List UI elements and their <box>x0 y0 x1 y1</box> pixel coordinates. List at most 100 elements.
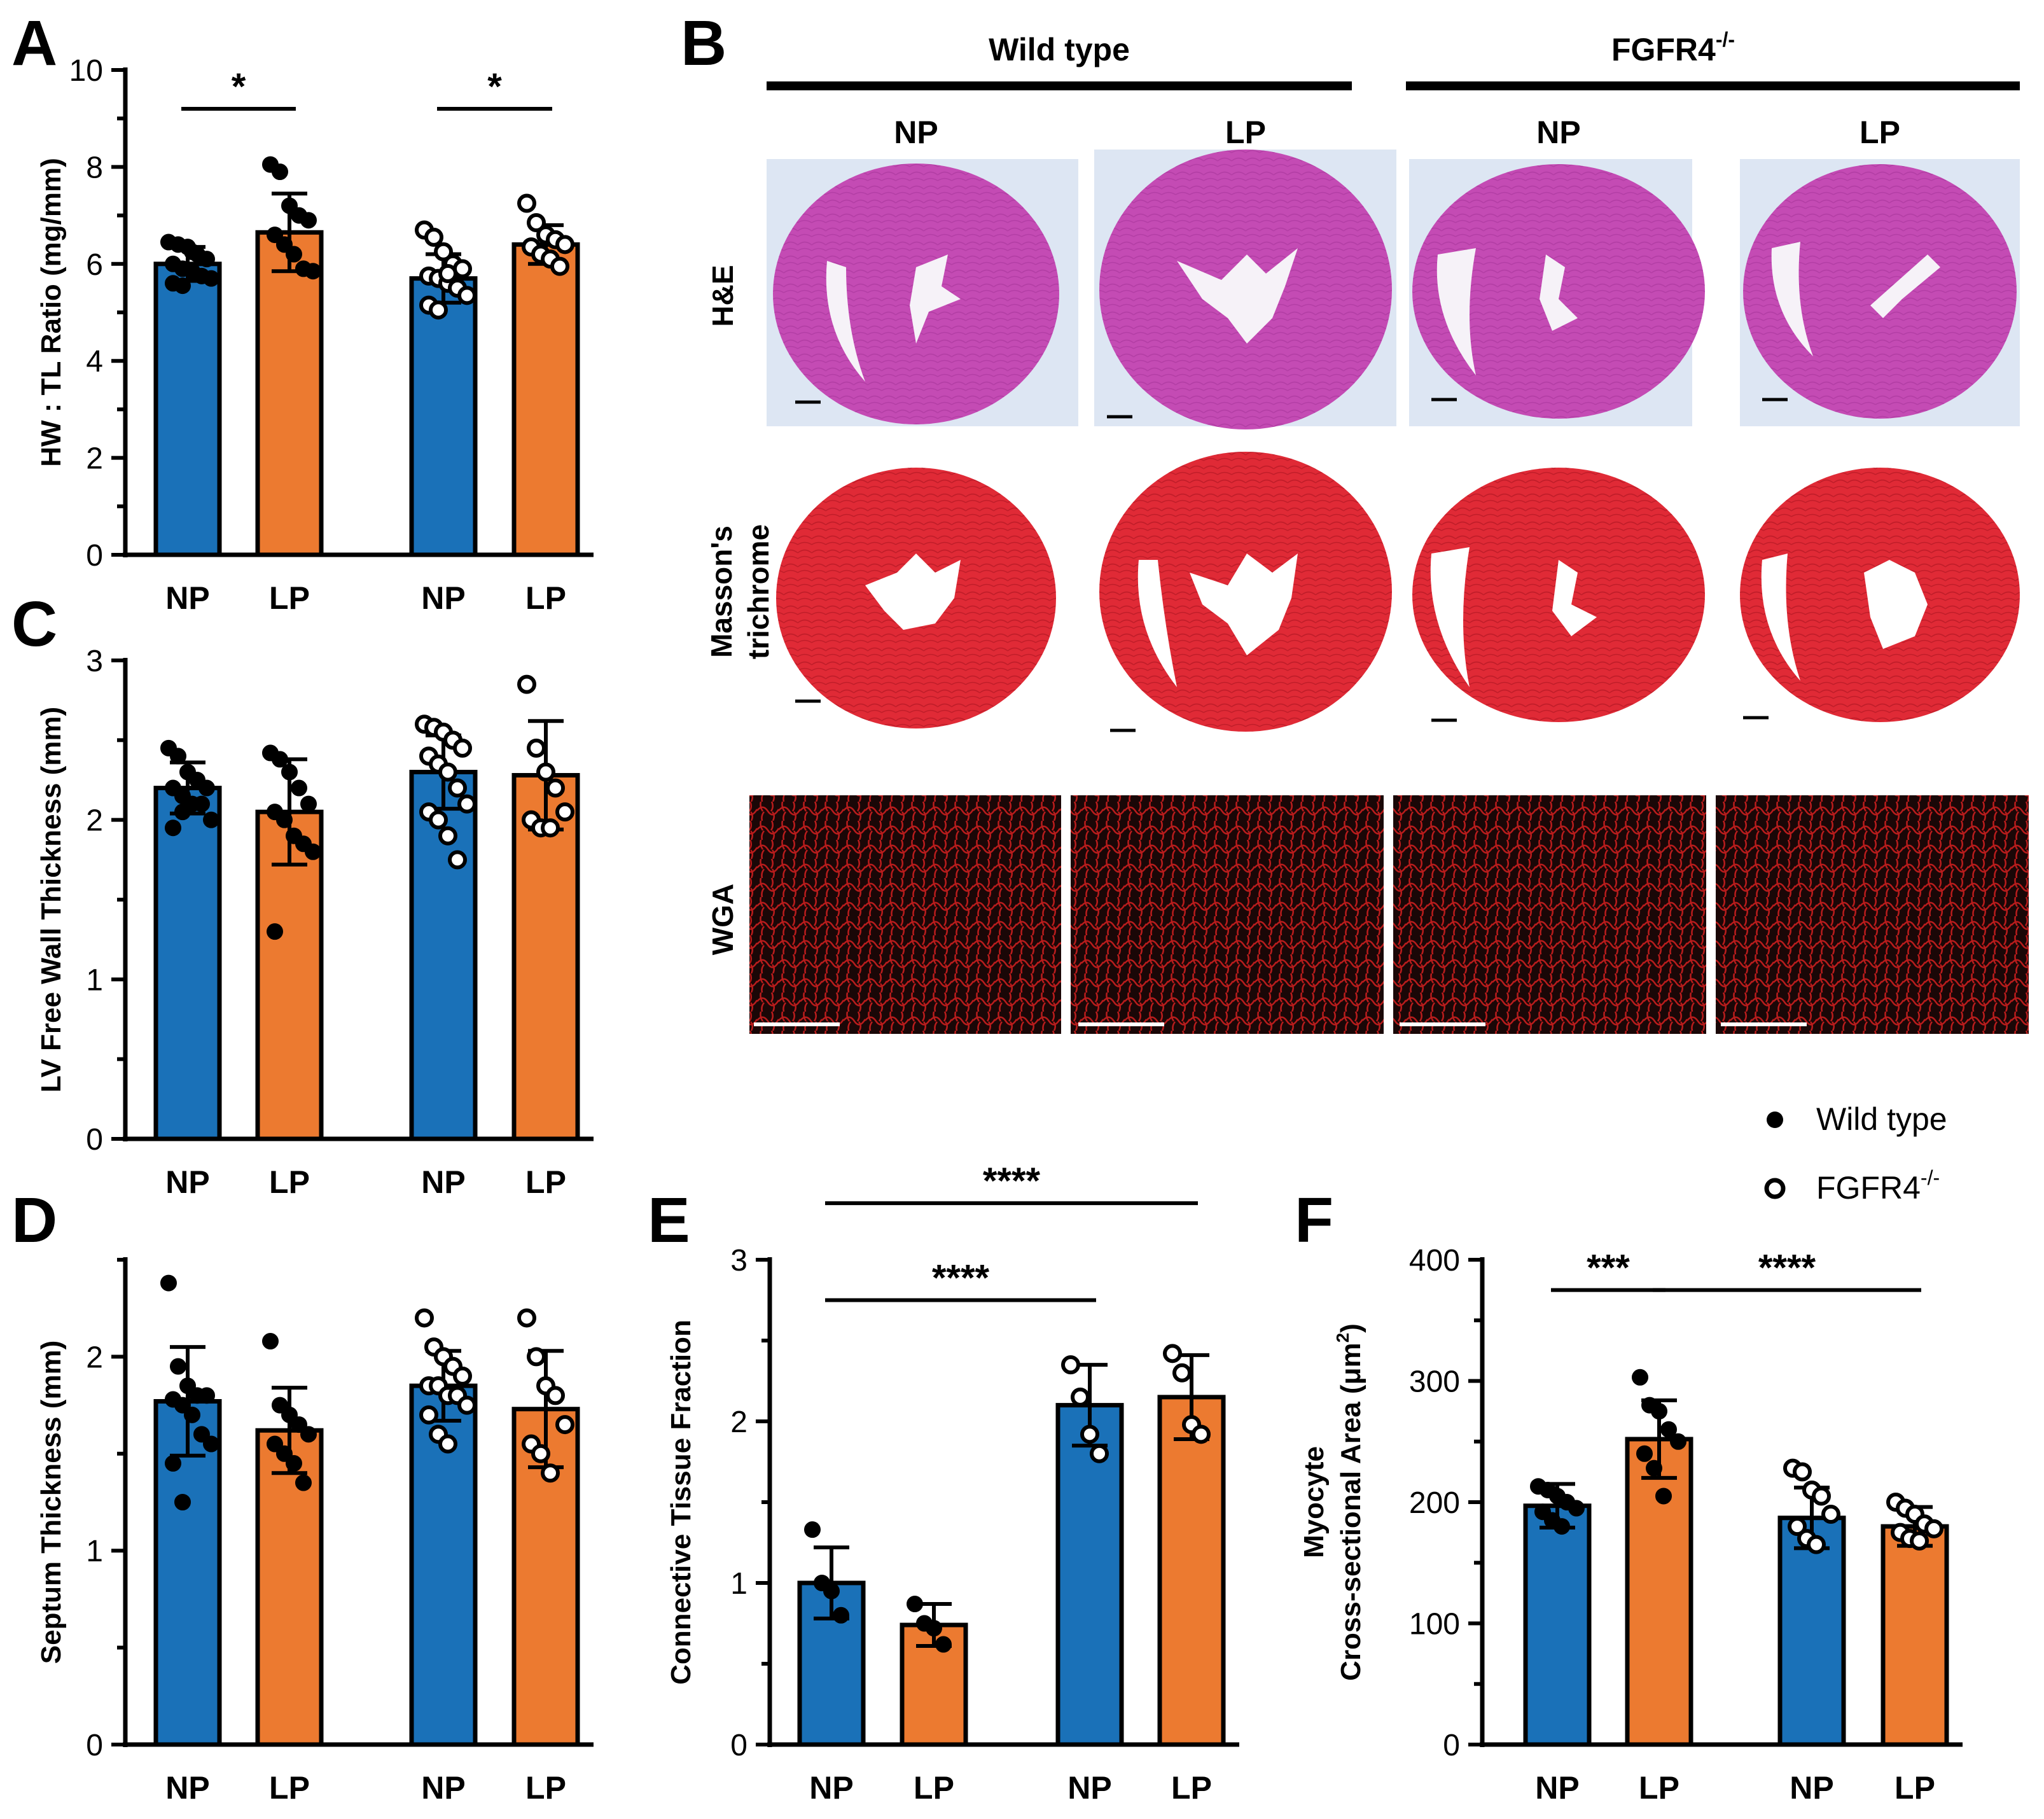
chart-d-data-point <box>203 1435 219 1453</box>
chart-f-y-tick-label: 100 <box>1409 1608 1460 1641</box>
chart-c-x-tick-label: NP <box>421 1164 465 1200</box>
chart-c-data-point <box>527 738 546 758</box>
chart-f-y-tick-label: 200 <box>1409 1486 1460 1520</box>
chart-d-x-tick-label: NP <box>421 1770 465 1806</box>
chart-c-data-point <box>429 810 448 830</box>
chart-e-x-tick-label: NP <box>809 1770 853 1806</box>
chart-c-data-point <box>276 811 293 828</box>
chart-f-y-tick-label: 400 <box>1409 1244 1460 1278</box>
chart-c-data-point <box>438 826 457 846</box>
chart-e-data-point <box>907 1596 923 1613</box>
column-label-ko-np: NP <box>1536 115 1580 150</box>
panel-b-histology: Wild type FGFR4-/- NP LP NP LP H&E Masso… <box>705 28 2029 1034</box>
chart-f-data-point <box>1910 1531 1929 1551</box>
chart-a-data-point <box>438 264 457 284</box>
chart-f-x-tick-label: LP <box>1639 1770 1679 1806</box>
chart-a-significance-label: * <box>232 66 246 108</box>
panel-letter-f: F <box>1295 1185 1333 1256</box>
chart-e-data-point <box>1172 1363 1192 1383</box>
legend-label-fgfr4: FGFR4-/- <box>1816 1166 1940 1206</box>
chart-d-data-point <box>165 1455 181 1472</box>
chart-d-y-tick-label: 0 <box>86 1729 103 1762</box>
chart-a-x-tick-label: NP <box>165 580 209 616</box>
chart-f-data-point <box>1670 1433 1686 1450</box>
group-label-wild-type: Wild type <box>989 32 1130 67</box>
chart-e-data-point <box>1163 1344 1182 1363</box>
chart-f-y-tick-label: 300 <box>1409 1365 1460 1399</box>
chart-d-x-tick-label: NP <box>165 1770 209 1806</box>
chart-d-x-tick-label: LP <box>525 1770 566 1806</box>
chart-e-data-point <box>823 1582 840 1599</box>
legend: Wild type FGFR4-/- <box>1764 1101 1947 1206</box>
chart-a-data-point <box>286 246 302 263</box>
chart-a-data-point <box>184 243 200 260</box>
chart-e-y-tick-label: 0 <box>730 1729 747 1762</box>
chart-f-x-tick-label: NP <box>1535 1770 1579 1806</box>
chart-f-data-point <box>1821 1505 1840 1524</box>
chart-d-data-point <box>295 1474 312 1491</box>
chart-f-y-axis-label-line2: Cross-sectional Area (μm2) <box>1333 1323 1366 1681</box>
chart-a-y-tick-label: 6 <box>86 248 103 282</box>
chart-a-data-point <box>424 227 443 247</box>
chart-e-y-tick-label: 2 <box>730 1405 747 1439</box>
chart-a-data-point <box>429 300 448 320</box>
chart-f-data-point <box>1924 1519 1943 1538</box>
chart-f-data-point <box>1660 1421 1677 1438</box>
chart-a-bar-lp-wt <box>255 230 324 557</box>
chart-e-significance-label: **** <box>932 1258 990 1299</box>
chart-a-data-point <box>527 213 546 233</box>
chart-e-bar-lp-ko <box>1157 1395 1226 1747</box>
chart-panel-d: 0 1 2 NP LP NP LP Septum Thickness (mm) <box>36 1257 594 1806</box>
chart-c-data-point <box>305 843 321 860</box>
legend-label-wild-type: Wild type <box>1816 1101 1947 1137</box>
chart-f-data-point <box>1655 1488 1672 1505</box>
chart-c-data-point <box>203 811 219 828</box>
chart-f-bar-np-wt <box>1523 1503 1592 1747</box>
chart-a-data-point <box>434 242 453 261</box>
chart-c-data-point <box>555 802 574 822</box>
panel-letter-c: C <box>11 589 57 660</box>
chart-c-data-point <box>300 795 317 812</box>
chart-a-bar-lp-ko <box>511 242 580 557</box>
chart-e-data-point <box>804 1521 821 1538</box>
chart-d-data-point <box>286 1455 302 1472</box>
chart-c-y-tick-label: 1 <box>86 963 103 997</box>
chart-f-data-point <box>1632 1369 1648 1386</box>
chart-d-data-point <box>555 1415 574 1435</box>
chart-e-data-point <box>1061 1355 1080 1375</box>
chart-e-data-point <box>1080 1425 1099 1444</box>
panel-letter-b: B <box>681 8 727 79</box>
chart-e-x-tick-label: NP <box>1067 1770 1111 1806</box>
chart-e-x-tick-label: LP <box>1171 1770 1212 1806</box>
chart-a-y-tick-label: 8 <box>86 151 103 185</box>
row-label-he: H&E <box>706 265 739 326</box>
chart-e-data-point <box>1192 1425 1211 1444</box>
row-label-wga: WGA <box>706 884 739 955</box>
chart-a-data-point <box>272 164 288 181</box>
chart-c-data-point <box>272 751 288 768</box>
chart-a-y-tick-label: 10 <box>69 54 103 88</box>
chart-c-y-tick-label: 0 <box>86 1123 103 1157</box>
chart-f-x-tick-label: LP <box>1895 1770 1935 1806</box>
chart-d-data-point <box>438 1434 457 1454</box>
panel-letter-e: E <box>648 1185 690 1256</box>
chart-f-significance-label: **** <box>1758 1248 1816 1289</box>
chart-c-data-point <box>546 778 565 798</box>
chart-d-y-axis-label: Septum Thickness (mm) <box>36 1341 67 1664</box>
chart-a-data-point <box>300 212 317 229</box>
chart-e-significance-label: **** <box>983 1160 1041 1202</box>
chart-c-x-tick-label: LP <box>525 1164 566 1200</box>
chart-f-y-axis-label-line1: Myocyte <box>1298 1446 1330 1558</box>
chart-a-bar-np-wt <box>153 261 222 557</box>
chart-c-data-point <box>198 779 215 797</box>
chart-d-y-tick-label: 1 <box>86 1535 103 1568</box>
chart-a-data-point <box>174 277 191 295</box>
chart-c-data-point <box>267 923 283 940</box>
chart-e-data-point <box>935 1636 952 1653</box>
chart-f-bar-lp-ko <box>1881 1524 1949 1747</box>
chart-e-bar-np-ko <box>1055 1403 1124 1747</box>
chart-c-data-point <box>453 738 472 758</box>
chart-d-bar-lp-wt <box>255 1428 324 1747</box>
chart-d-data-point <box>160 1274 177 1292</box>
